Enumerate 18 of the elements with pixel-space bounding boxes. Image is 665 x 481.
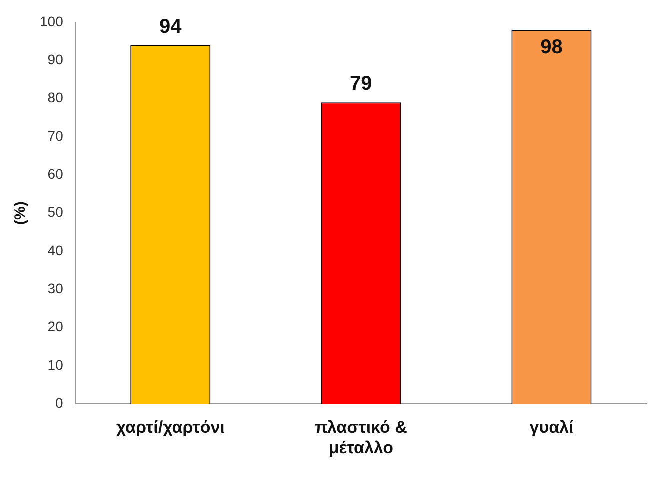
x-tick-label: χαρτί/χαρτόνι	[116, 418, 226, 438]
y-tick-label: 70	[48, 128, 64, 144]
x-tick-label: γυαλί	[530, 418, 574, 438]
data-label: 94	[160, 16, 183, 38]
y-tick-label: 50	[48, 204, 64, 220]
y-tick-label: 10	[48, 356, 64, 373]
y-tick-label: 60	[48, 166, 64, 182]
y-tick-label: 100	[40, 13, 64, 30]
y-tick-label: 40	[48, 242, 64, 258]
y-tick-label: 80	[48, 90, 64, 106]
x-tick-label: πλαστικό & μέταλλο	[315, 418, 408, 458]
y-tick-label: 0	[56, 395, 64, 412]
y-tick-label: 20	[48, 318, 64, 335]
y-tick-label: 30	[48, 280, 64, 297]
data-label: 79	[350, 73, 372, 96]
y-tick-label: 90	[48, 51, 64, 68]
data-label: 98	[540, 36, 563, 59]
y-axis-title: (%)	[12, 202, 30, 225]
